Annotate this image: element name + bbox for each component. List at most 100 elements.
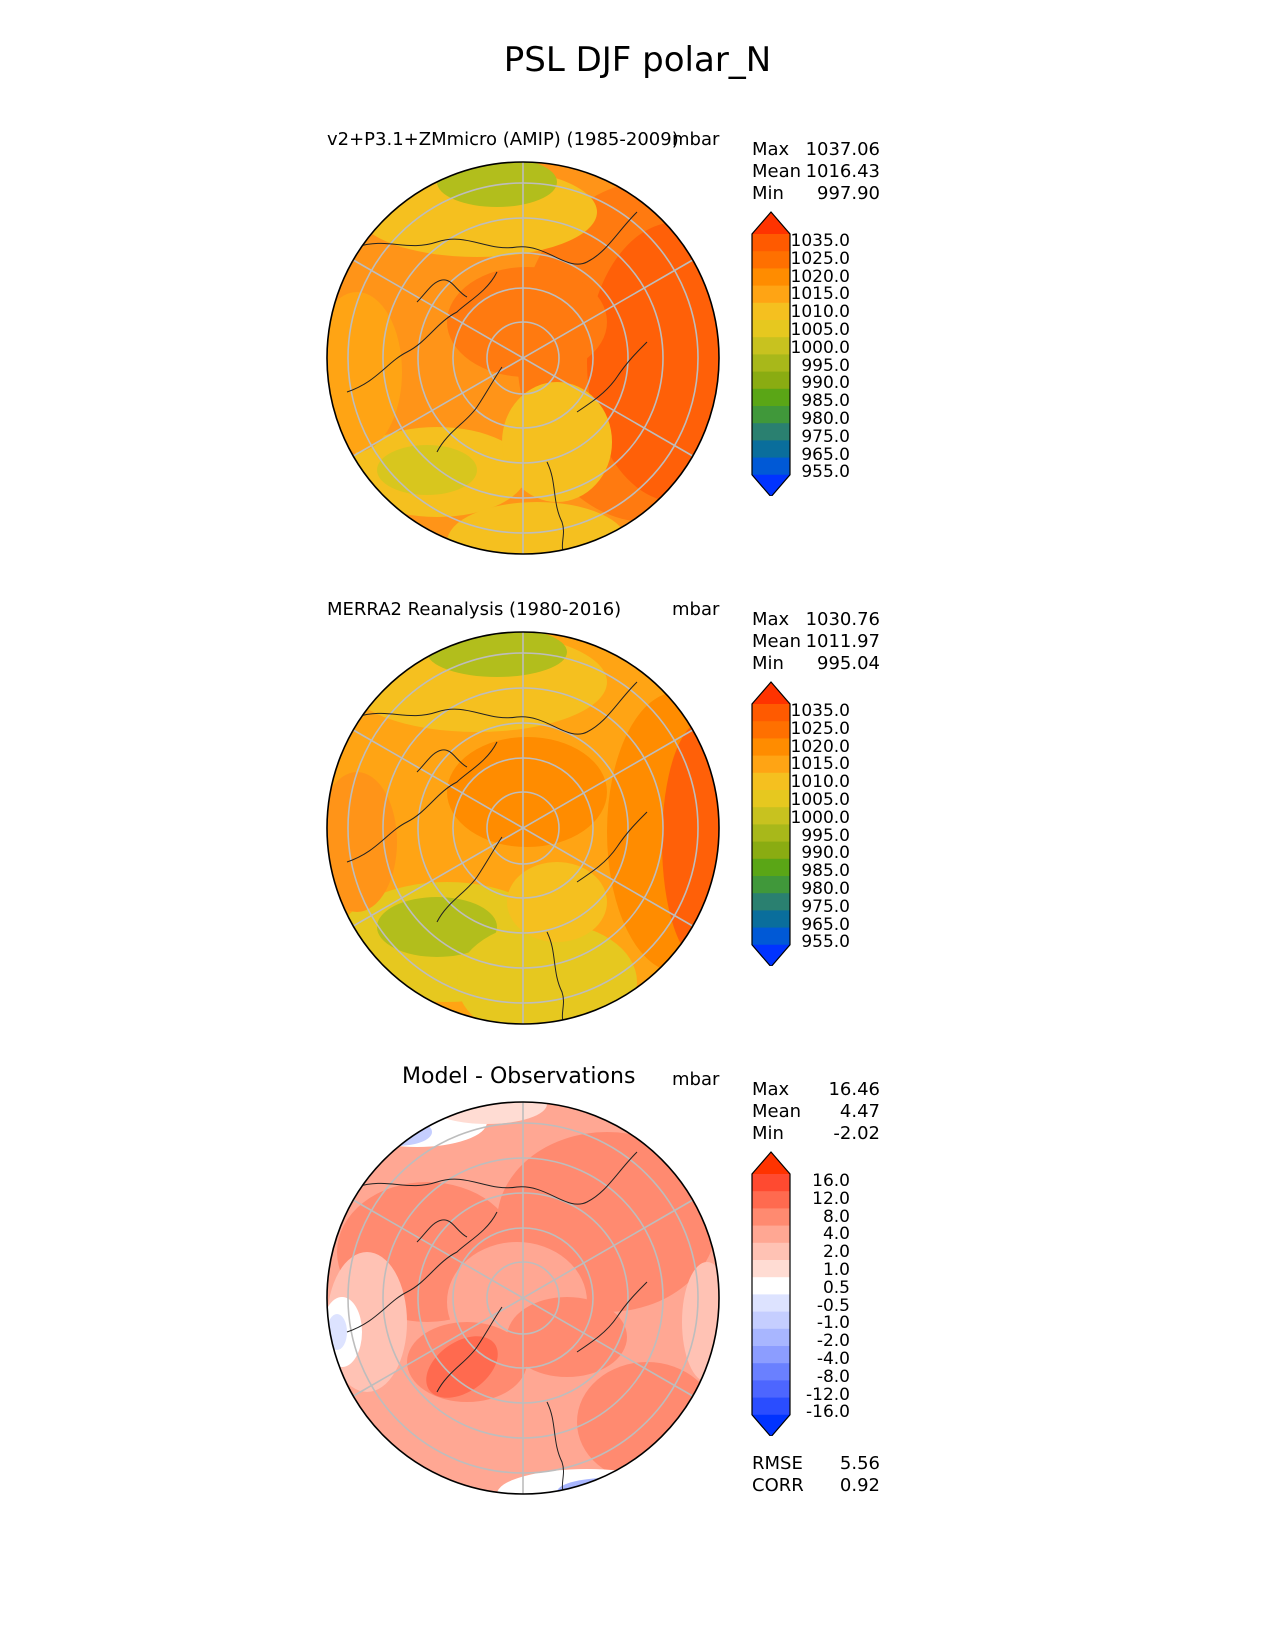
tick-label: 1000.0: [790, 337, 850, 358]
tick-label: 995.0: [801, 825, 850, 846]
colorbar-segment: [752, 1208, 790, 1227]
stat-value: 1011.97: [805, 631, 880, 652]
stat-label: Mean: [752, 631, 802, 652]
difference-metrics: RMSE 5.56 CORR 0.92: [752, 1453, 880, 1497]
panel-1-colorbar: [751, 211, 791, 496]
colorbar-segment: [752, 1311, 790, 1330]
colorbar-segment: [752, 1346, 790, 1364]
colorbar-segment: [752, 423, 790, 441]
colorbar-segment: [752, 234, 790, 252]
tick-label: 1005.0: [790, 319, 850, 340]
stat-value: 16.46: [828, 1079, 880, 1100]
tick-label: 955.0: [801, 462, 850, 483]
tick-label: 0.5: [822, 1277, 850, 1298]
tick-label: 1005.0: [790, 789, 850, 810]
colorbar-segment: [752, 721, 790, 739]
colorbar-segment: [752, 406, 790, 424]
panel-3-colorbar-ticks: 16.0 12.0 8.0 4.0 2.0 1.0 0.5 -0.5 -1.0 …: [788, 1171, 850, 1423]
tick-label: 1010.0: [790, 772, 850, 793]
tick-label: 1020.0: [790, 736, 850, 757]
colorbar-segment: [752, 1397, 790, 1416]
tick-label: 980.0: [801, 408, 850, 429]
colorbar-segment: [752, 841, 790, 860]
colorbar-segment: [752, 738, 790, 757]
tick-label: -2.0: [816, 1331, 850, 1352]
colorbar-extend-bottom: [752, 944, 790, 966]
colorbar-segment: [752, 457, 790, 476]
panel-2-polar-map: [326, 631, 720, 1025]
tick-label: -16.0: [806, 1402, 850, 1423]
colorbar-extend-bottom: [752, 474, 790, 496]
tick-label: 1015.0: [790, 284, 850, 305]
colorbar-extend-top: [752, 682, 790, 704]
panel-2-colorbar-ticks: 1035.0 1025.0 1020.0 1015.0 1010.0 1005.…: [788, 701, 850, 952]
colorbar-segment: [752, 772, 790, 791]
stat-label: Mean: [752, 1101, 802, 1122]
colorbar-segment: [752, 337, 790, 355]
colorbar-segment: [752, 440, 790, 459]
tick-label: 2.0: [822, 1242, 850, 1263]
stat-label: Max: [752, 1079, 790, 1100]
tick-label: 1020.0: [790, 266, 850, 287]
colorbar-segment: [752, 1294, 790, 1313]
colorbar-segment: [752, 371, 790, 390]
stat-label: Min: [752, 653, 784, 674]
metric-value: 5.56: [839, 1453, 880, 1474]
stat-label: Max: [752, 609, 790, 630]
tick-label: 985.0: [801, 861, 850, 882]
stat-value: 4.47: [839, 1101, 880, 1122]
stat-value: 1030.76: [805, 609, 880, 630]
tick-label: 980.0: [801, 878, 850, 899]
tick-label: 975.0: [801, 426, 850, 447]
colorbar-segment: [752, 1380, 790, 1399]
colorbar-segment: [752, 1328, 790, 1347]
stat-label: Min: [752, 183, 784, 204]
colorbar-extend-top: [752, 212, 790, 234]
colorbar-segment: [752, 320, 790, 338]
colorbar-segment: [752, 755, 790, 774]
tick-label: 965.0: [801, 444, 850, 465]
panel-2-units: mbar: [672, 599, 720, 620]
colorbar-segment: [752, 1363, 790, 1381]
panel-1-stats: Max 1037.06 Mean 1016.43 Min 997.90: [752, 139, 880, 205]
tick-label: 1010.0: [790, 302, 850, 323]
panel-1-colorbar-ticks: 1035.0 1025.0 1020.0 1015.0 1010.0 1005.…: [788, 231, 850, 483]
stat-label: Max: [752, 139, 790, 160]
stat-label: Min: [752, 1123, 784, 1144]
panel-2-stats: Max 1030.76 Mean 1011.97 Min 995.04: [752, 609, 880, 675]
colorbar-segment: [752, 251, 790, 269]
colorbar-segment: [752, 1225, 790, 1244]
colorbar-segment: [752, 858, 790, 877]
tick-label: 16.0: [812, 1171, 850, 1191]
colorbar-segment: [752, 893, 790, 911]
colorbar-segment: [752, 807, 790, 825]
figure-title: PSL DJF polar_N: [503, 40, 772, 80]
colorbar-outline: [751, 681, 791, 966]
panel-1-polar-map: [326, 161, 720, 555]
panel-3-polar-map: [326, 1101, 720, 1495]
tick-label: 990.0: [801, 843, 850, 864]
tick-label: 12.0: [812, 1188, 850, 1209]
colorbar-segment: [752, 910, 790, 929]
tick-label: 995.0: [801, 355, 850, 376]
colorbar-extend-bottom: [752, 1414, 790, 1436]
stat-value: 997.90: [817, 183, 880, 204]
colorbar-segment: [752, 1277, 790, 1295]
colorbar-segment: [752, 824, 790, 843]
tick-label: 1025.0: [790, 248, 850, 269]
tick-label: 975.0: [801, 896, 850, 917]
stat-label: Mean: [752, 161, 802, 182]
colorbar-segment: [752, 1260, 790, 1278]
panel-1-units: mbar: [672, 129, 720, 150]
colorbar-segment: [752, 302, 790, 321]
colorbar-segment: [752, 354, 790, 373]
stat-value: 1016.43: [805, 161, 880, 182]
tick-label: -8.0: [816, 1366, 850, 1387]
tick-label: -4.0: [816, 1348, 850, 1369]
tick-label: 1035.0: [790, 231, 850, 251]
panel-3-units: mbar: [672, 1069, 720, 1090]
colorbar-segment: [752, 285, 790, 304]
tick-label: 1035.0: [790, 701, 850, 721]
tick-label: 985.0: [801, 391, 850, 412]
stat-value: -2.02: [833, 1123, 880, 1144]
